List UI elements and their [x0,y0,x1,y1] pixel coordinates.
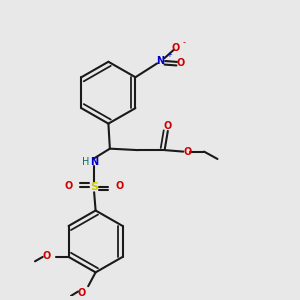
Text: O: O [115,181,124,191]
Text: H: H [82,157,89,167]
Text: O: O [183,147,191,157]
Text: N: N [157,56,165,66]
Text: -: - [182,38,185,47]
Text: +: + [166,52,172,58]
Text: O: O [177,58,185,68]
Text: O: O [77,288,86,298]
Text: S: S [90,182,98,192]
Text: O: O [65,181,73,191]
Text: N: N [90,157,98,167]
Text: O: O [164,121,172,131]
Text: O: O [171,43,180,53]
Text: O: O [42,251,50,261]
